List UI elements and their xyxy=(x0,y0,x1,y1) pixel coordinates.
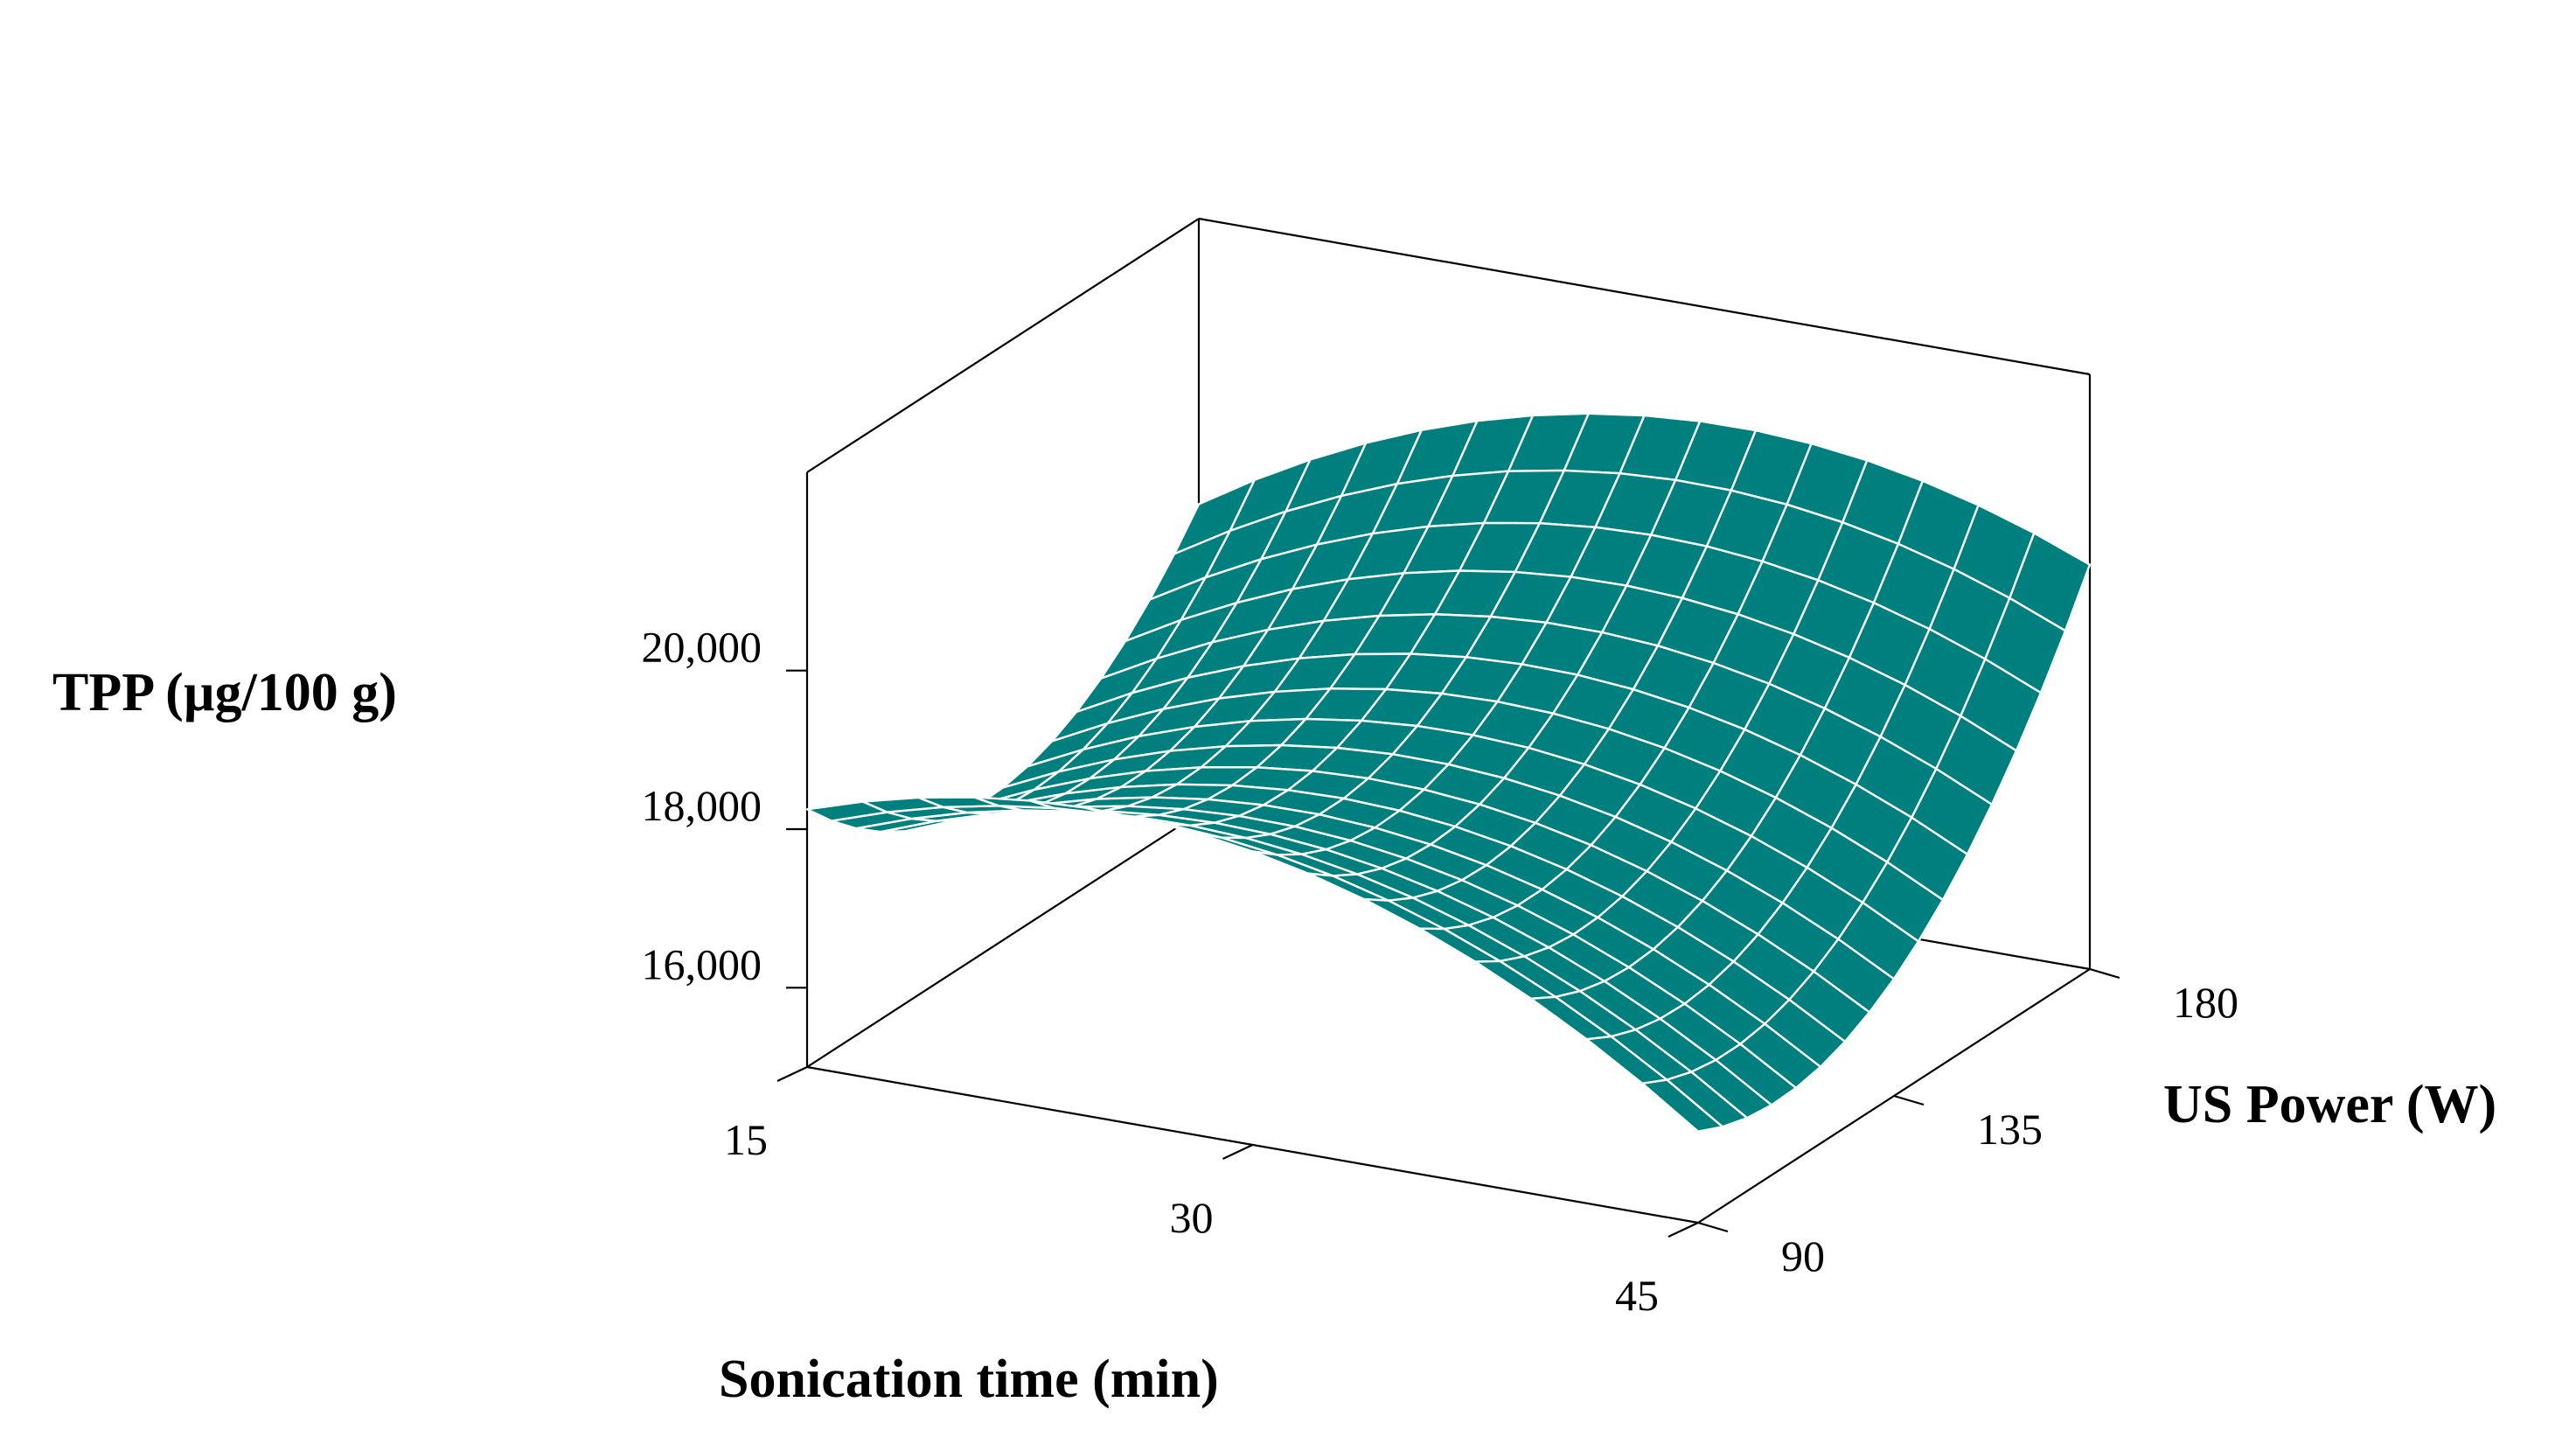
surface-cell xyxy=(1641,1078,1724,1133)
x-tick-mark xyxy=(1667,1222,1699,1238)
frame-top-back-edge xyxy=(1198,217,2091,376)
frame-top-left-edge xyxy=(806,218,1200,473)
response-surface xyxy=(805,412,2092,1133)
y-tick-label: 135 xyxy=(1977,1105,2043,1154)
frame-floor-left-edge xyxy=(806,813,1200,1068)
y-axis-title: US Power (W) xyxy=(2163,1075,2496,1134)
z-tick-label: 18,000 xyxy=(642,781,762,830)
y-tick-mark xyxy=(1893,1094,1925,1106)
x-tick-label: 45 xyxy=(1615,1271,1659,1320)
z-tick-label: 20,000 xyxy=(642,623,762,672)
x-axis-title: Sonication time (min) xyxy=(719,1350,1219,1409)
y-tick-mark xyxy=(1697,1221,1729,1233)
x-tick-label: 30 xyxy=(1170,1193,1214,1242)
z-tick-label: 16,000 xyxy=(642,939,762,988)
axis-ticks xyxy=(776,669,2120,1238)
y-tick-label: 90 xyxy=(1781,1231,1825,1280)
y-tick-label: 180 xyxy=(2173,978,2238,1027)
x-tick-mark xyxy=(776,1066,808,1082)
x-tick-label: 15 xyxy=(724,1115,768,1164)
x-tick-mark xyxy=(1222,1144,1253,1160)
z-axis-title: TPP (µg/100 g) xyxy=(52,663,397,722)
y-tick-mark xyxy=(2089,967,2120,980)
axis-tick-labels: 16,000 18,000 20,000 15 30 45 90 135 180 xyxy=(642,623,2239,1320)
